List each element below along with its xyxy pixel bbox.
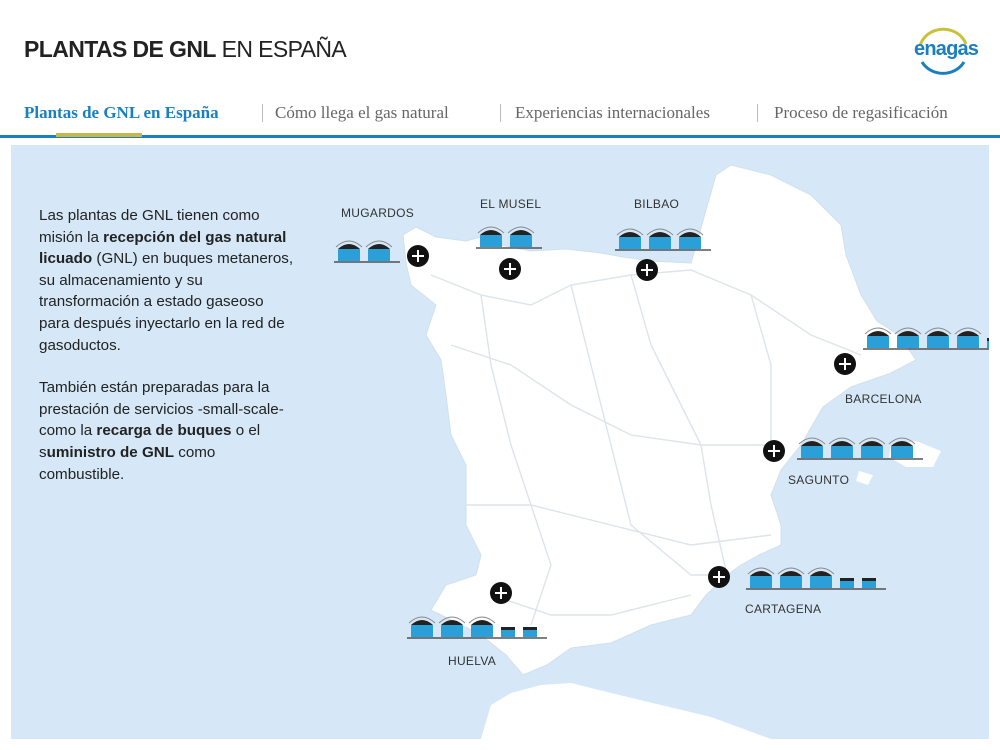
description-text: Las plantas de GNL tienen como misión la… [39,205,294,506]
lng-tank-icon [862,578,876,588]
tab-como-llega[interactable]: Cómo llega el gas natural [275,103,449,122]
tab-underline [0,135,1000,138]
tab-active-indicator [56,133,142,137]
lng-tank-icon [365,240,393,261]
lng-tank-icon [477,226,505,247]
tab-experiencias[interactable]: Experiencias internacionales [515,103,710,122]
plant-label-mugardos: MUGARDOS [341,206,415,220]
pipeline-network [430,269,862,626]
plant-expand-button-cartagena[interactable] [708,566,730,588]
lng-tank-icon [828,437,856,458]
plant-expand-button-sagunto[interactable] [763,440,785,462]
lng-tank-icon [894,327,922,348]
tab-separator [500,104,501,122]
tab-bar: Plantas de GNL en España Cómo llega el g… [0,98,1000,134]
description-segment: como combustible. [39,443,216,483]
plant-label-bilbao: BILBAO [634,197,680,211]
lng-tank-icon [616,228,644,249]
description-highlight: recarga de buques [96,422,232,440]
lng-tank-icon [747,567,775,588]
tank-group-icon [476,226,542,249]
header: PLANTAS DE GNL EN ESPAÑA enagas [0,0,1000,98]
page-title-bold: PLANTAS DE GNL [24,36,216,62]
plant-expand-button-mugardos[interactable] [407,245,429,267]
lng-tank-icon [858,437,886,458]
map-panel: Las plantas de GNL tienen como misión la… [11,145,989,739]
plant-expand-button-barcelona[interactable] [834,353,856,375]
description-paragraph-1: Las plantas de GNL tienen como misión la… [39,205,294,356]
description-segment: Las plantas de GNL tienen como misión la [39,207,260,246]
lng-tank-icon [438,616,466,637]
plant-label-barcelona: BARCELONA [845,392,922,406]
lng-tank-icon [777,567,805,588]
lng-tank-icon [507,226,535,247]
description-paragraph-2: También están preparadas para la prestac… [39,377,294,485]
tanks-sagunto [797,434,923,464]
plant-label-sagunto: SAGUNTO [788,473,850,487]
lng-tank-icon [864,327,892,348]
lng-tank-icon [924,327,952,348]
lng-tank-icon [987,338,989,348]
tank-group-icon [746,567,886,590]
tanks-huelva [407,613,547,643]
page-title-light: EN ESPAÑA [221,36,347,62]
description-highlight: uministro de GNL [46,443,175,461]
description-segment: o el s [39,422,261,461]
tab-regasificacion[interactable]: Proceso de regasificación [774,103,948,122]
tanks-cartagena [746,564,886,594]
spain-land [402,164,917,676]
lng-tank-icon [954,327,982,348]
lng-tank-icon [840,578,854,588]
description-segment: También están preparadas para la prestac… [39,379,284,440]
africa-coast [481,683,771,739]
plant-label-huelva: HUELVA [448,654,497,668]
page-title: PLANTAS DE GNL EN ESPAÑA [24,36,347,63]
lng-tank-icon [335,240,363,261]
tank-group-icon [407,616,547,639]
tanks-barcelona [863,324,989,354]
tank-group-icon [863,327,989,350]
plant-expand-button-el-musel[interactable] [499,258,521,280]
lng-tank-icon [798,437,826,458]
lng-tank-icon [888,437,916,458]
tank-group-icon [615,228,711,251]
enagas-logo[interactable]: enagas [910,26,979,78]
plant-label-el-musel: EL MUSEL [480,197,542,211]
description-highlight: recepción del gas natural licuado [39,228,287,268]
plant-expand-button-huelva[interactable] [490,582,512,604]
tank-group-icon [797,437,923,460]
description-segment: (GNL) en buques metaneros, su almacenami… [39,250,294,354]
lng-tank-icon [408,616,436,637]
plant-label-cartagena: CARTAGENA [745,602,822,616]
tab-separator [262,104,263,122]
logo-text: enagas [914,38,979,60]
logo-ring-icon [918,27,968,75]
tanks-el-musel [476,223,542,253]
lng-tank-icon [468,616,496,637]
tab-separator [757,104,758,122]
tank-group-icon [334,240,400,263]
lng-tank-icon [676,228,704,249]
tanks-mugardos [334,237,400,267]
lng-tank-icon [646,228,674,249]
lng-tank-icon [523,627,537,637]
tanks-bilbao [615,225,711,255]
plant-expand-button-bilbao[interactable] [636,259,658,281]
lng-tank-icon [501,627,515,637]
tab-plantas-gnl[interactable]: Plantas de GNL en España [24,103,219,122]
lng-tank-icon [807,567,835,588]
spain-map [402,164,941,739]
